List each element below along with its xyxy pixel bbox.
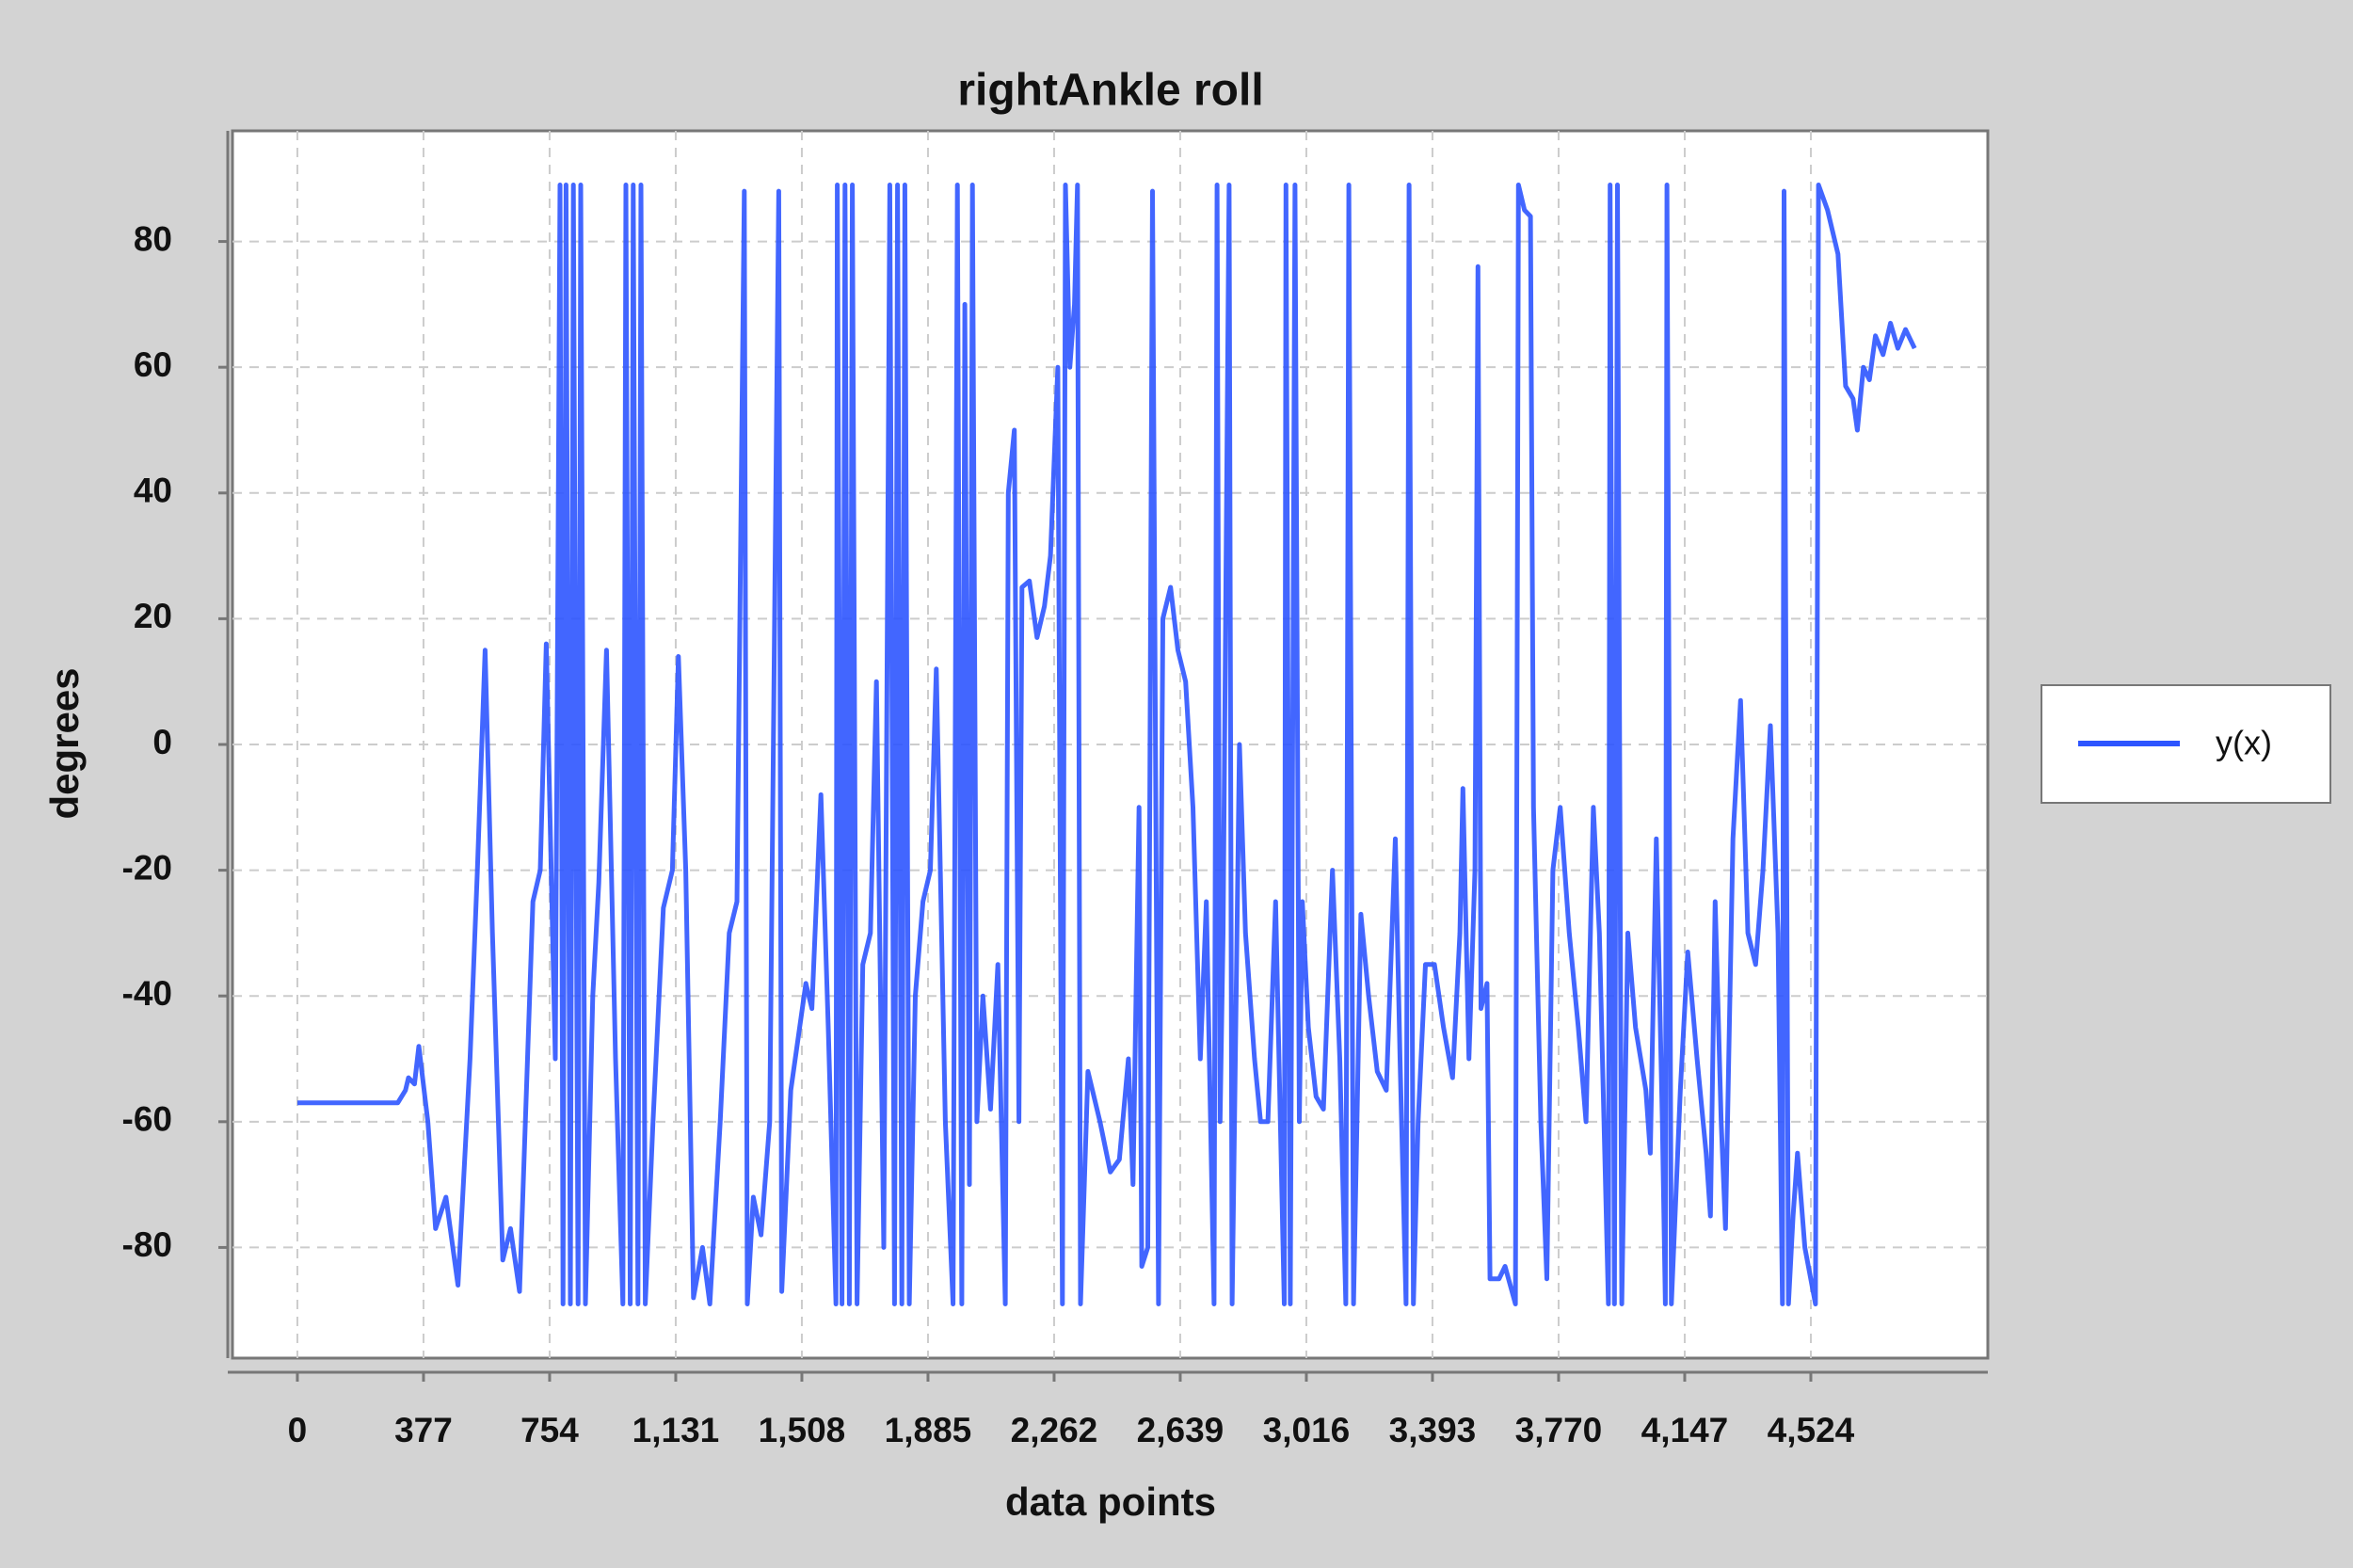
x-tick-label: 1,508 (759, 1411, 846, 1449)
x-tick-label: 2,262 (1011, 1411, 1098, 1449)
x-tick-label: 0 (288, 1411, 308, 1449)
chart-title: rightAnkle roll (957, 66, 1263, 116)
y-axis-title: degrees (42, 667, 87, 819)
x-tick-label: 2,639 (1137, 1411, 1225, 1449)
y-tick-label: -80 (122, 1225, 172, 1264)
x-tick-label: 1,131 (632, 1411, 720, 1449)
x-tick-label: 754 (520, 1411, 579, 1449)
x-tick-label: 377 (394, 1411, 453, 1449)
legend-group: y(x) (2041, 684, 2331, 804)
y-tick-label: -60 (122, 1100, 172, 1139)
y-tick-label: 20 (134, 597, 172, 635)
legend: -80 -60 -40 -20 0 20 40 60 80 0 377 754 1,131 1,508 1,… (122, 131, 1988, 1449)
x-tick-label: 1,885 (885, 1411, 972, 1449)
y-tick-label: 40 (134, 472, 172, 510)
y-tick-label: -40 (122, 974, 172, 1013)
x-tick-label: 3,770 (1515, 1411, 1603, 1449)
data-line (297, 183, 1917, 1306)
x-axis-title: data points (1005, 1480, 1216, 1524)
y-tick-label: -20 (122, 848, 172, 887)
y-tick-label: 60 (134, 345, 172, 384)
legend-label: y(x) (2216, 724, 2272, 762)
x-tick-label: 4,524 (1768, 1411, 1855, 1449)
x-tick-label: 4,147 (1641, 1411, 1729, 1449)
y-tick-label: 80 (134, 219, 172, 258)
x-tick-label: 3,393 (1389, 1411, 1477, 1449)
y-tick-label: 0 (152, 723, 172, 761)
x-tick-label: 3,016 (1263, 1411, 1351, 1449)
